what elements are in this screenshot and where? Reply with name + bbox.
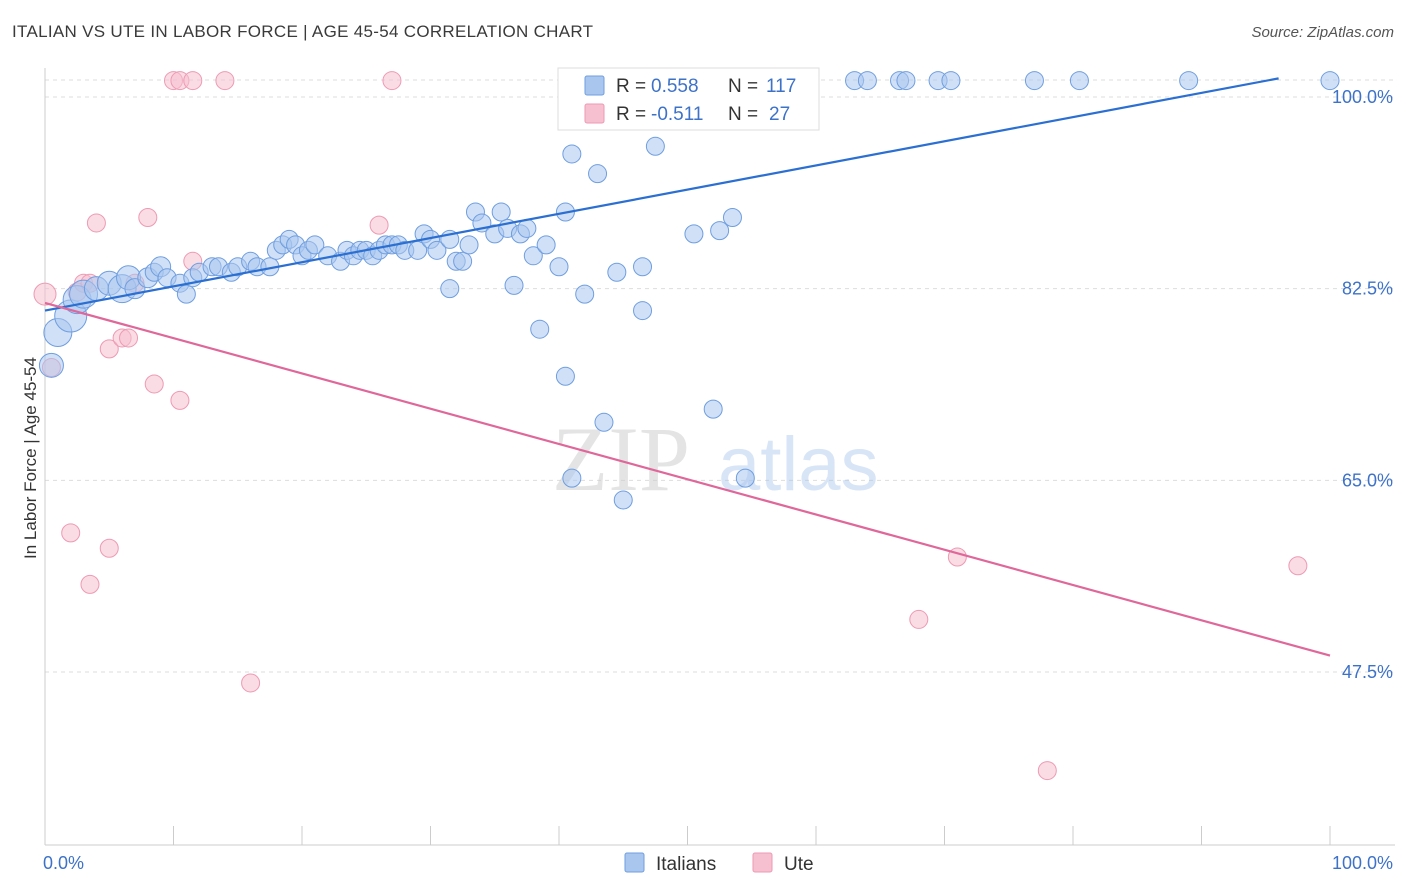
ute-point [33, 282, 57, 306]
italians-legend-label: Italians [656, 854, 716, 875]
ute-legend-label: Ute [784, 854, 814, 875]
source-label: Source: ZipAtlas.com [1251, 24, 1394, 41]
italians-point [427, 240, 447, 260]
italians-point [645, 136, 665, 156]
italians-trend-line [44, 77, 1279, 312]
ute-point [215, 71, 235, 91]
legend-r-label-1: R = [616, 76, 646, 97]
italians-point [305, 235, 325, 255]
italians-point [1320, 71, 1340, 91]
ute-point [382, 71, 402, 91]
trend-lines [44, 77, 1331, 657]
legend-r-label-2: R = [616, 104, 646, 125]
legend-n-value-2: 27 [769, 104, 790, 125]
italians-point [1069, 71, 1089, 91]
legend-r-value-1: 0.558 [651, 76, 699, 97]
italians-point [504, 275, 524, 295]
italians-point [549, 257, 569, 277]
grid-lines [45, 79, 1395, 673]
x-tick-labels: 0.0% 100.0% [43, 853, 1393, 873]
italians-point [896, 71, 916, 91]
ute-point [99, 339, 119, 359]
ute-point [909, 609, 929, 629]
italians-point [440, 279, 460, 299]
series-legend: Italians Ute [624, 852, 814, 875]
italians-point [1024, 71, 1044, 91]
ute-legend-swatch [752, 852, 773, 873]
italians-point [722, 207, 742, 227]
ute-swatch [584, 103, 605, 124]
italians-point [1179, 71, 1199, 91]
italians-point [562, 144, 582, 164]
watermark-atlas: atlas [718, 422, 879, 507]
ute-point [86, 213, 106, 233]
legend-n-value-1: 117 [766, 76, 796, 97]
italians-point [491, 202, 511, 222]
italians-point [530, 319, 550, 339]
italians-swatch [584, 75, 605, 96]
ute-point [99, 538, 119, 558]
italians-point [633, 301, 653, 321]
italians-point [38, 352, 64, 378]
axes [44, 68, 1395, 846]
ute-point [1037, 761, 1057, 781]
italians-point [613, 490, 633, 510]
y-tick-labels: 100.0% 82.5% 65.0% 47.5% [1332, 87, 1393, 682]
y-axis-label: In Labor Force | Age 45-54 [21, 357, 40, 559]
y-tick-label: 47.5% [1342, 662, 1393, 682]
ute-point [1288, 556, 1308, 576]
ute-point [369, 215, 389, 235]
italians-point [459, 235, 479, 255]
italians-point [735, 468, 755, 488]
y-tick-label: 82.5% [1342, 279, 1393, 299]
ute-point [80, 574, 100, 594]
italians-point [684, 224, 704, 244]
italians-point [710, 221, 730, 241]
y-tick-label: 65.0% [1342, 470, 1393, 490]
italians-point [941, 71, 961, 91]
ute-point [170, 390, 190, 410]
italians-point [607, 262, 627, 282]
ute-point [61, 523, 81, 543]
ute-point [144, 374, 164, 394]
ute-trend-line [44, 301, 1331, 657]
italians-point [523, 246, 543, 266]
italians-point [857, 71, 877, 91]
italians-point [453, 251, 473, 271]
italians-point [562, 468, 582, 488]
italians-point [594, 412, 614, 432]
italians-point [555, 366, 575, 386]
correlation-legend: R = 0.558 N = 117 R = -0.511 N = 27 [557, 67, 820, 131]
ute-point [183, 71, 203, 91]
italians-point [536, 235, 556, 255]
ute-point [119, 328, 139, 348]
italians-point [588, 164, 608, 184]
ute-point [241, 673, 261, 693]
ute-point [138, 207, 158, 227]
legend-r-value-2: -0.511 [651, 104, 703, 125]
legend-n-label-2: N = [728, 104, 758, 125]
italians-point [575, 284, 595, 304]
italians-point [703, 399, 723, 419]
chart-title: ITALIAN VS UTE IN LABOR FORCE | AGE 45-5… [12, 22, 594, 41]
x-tick-label: 100.0% [1332, 853, 1393, 873]
italians-point [176, 284, 196, 304]
legend-n-label-1: N = [728, 76, 758, 97]
x-tick-label: 0.0% [43, 853, 84, 873]
italians-legend-swatch [624, 852, 645, 873]
y-tick-label: 100.0% [1332, 87, 1393, 107]
italians-point [633, 257, 653, 277]
